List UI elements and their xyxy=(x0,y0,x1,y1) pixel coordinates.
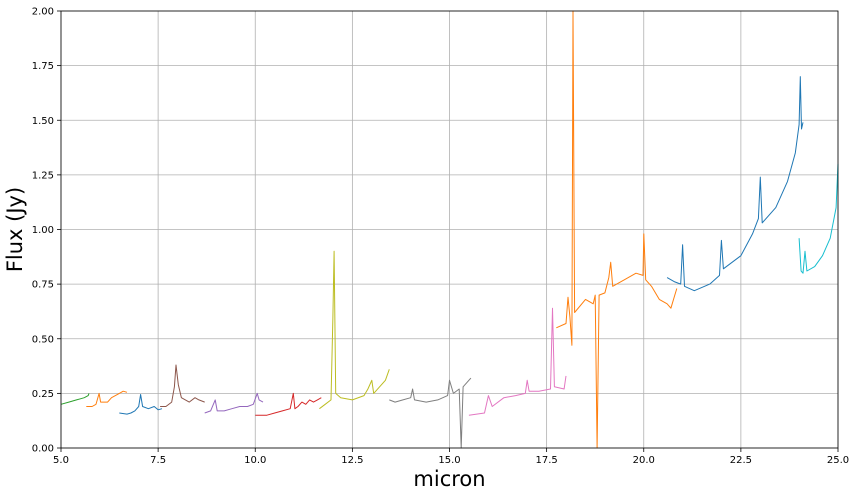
series-line-3 xyxy=(119,394,163,415)
x-tick-label: 25.0 xyxy=(827,455,849,466)
series-layer xyxy=(60,10,839,449)
axis-ticks: 5.0 7.5 10.0 12.5 15.0 17.5 20.0 22.5 25.0 0.00 0.… xyxy=(32,7,849,467)
y-tick-label: 1.25 xyxy=(32,170,54,181)
x-tick-label: 17.5 xyxy=(535,455,557,466)
series-line-12 xyxy=(798,163,839,274)
y-tick-label: 0.25 xyxy=(32,389,54,400)
y-tick-label: 0.75 xyxy=(32,280,54,291)
y-tick-label: 0.00 xyxy=(32,444,54,455)
y-tick-label: 1.00 xyxy=(32,225,54,236)
series-line-1 xyxy=(60,393,90,405)
y-axis-title: Flux (Jy) xyxy=(3,187,27,272)
x-tick-label: 20.0 xyxy=(633,455,655,466)
series-line-11 xyxy=(666,76,804,292)
series-line-9 xyxy=(468,307,567,416)
x-tick-label: 5.0 xyxy=(53,455,69,466)
series-line-5 xyxy=(204,392,264,414)
series-line-6 xyxy=(255,392,322,416)
x-tick-label: 10.0 xyxy=(244,455,266,466)
series-line-7 xyxy=(319,250,390,410)
series-line-2 xyxy=(86,390,128,407)
y-tick-label: 1.50 xyxy=(32,116,54,127)
series-line-4 xyxy=(160,364,205,407)
series-line-10 xyxy=(556,10,678,449)
y-tick-label: 2.00 xyxy=(32,7,54,18)
series-line-8 xyxy=(389,377,472,449)
x-tick-label: 12.5 xyxy=(341,455,363,466)
x-tick-label: 22.5 xyxy=(730,455,752,466)
x-tick-label: 7.5 xyxy=(150,455,166,466)
y-tick-label: 1.75 xyxy=(32,61,54,72)
x-tick-label: 15.0 xyxy=(438,455,460,466)
x-axis-title: micron xyxy=(413,467,485,491)
y-tick-label: 0.50 xyxy=(32,334,54,345)
